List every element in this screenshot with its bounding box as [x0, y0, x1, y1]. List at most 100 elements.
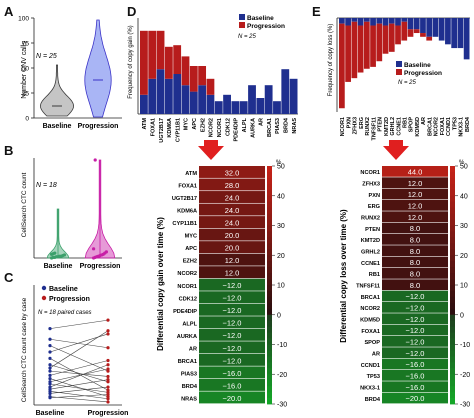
panel-d-bar-baseline	[198, 85, 207, 114]
panel-c-point-baseline	[48, 366, 52, 370]
panel-c-point-progression	[106, 318, 110, 322]
panel-d-heat-gene-label: AR	[189, 346, 197, 352]
panel-e-heat-scale-step	[450, 201, 455, 209]
panel-e-heat-scale-step	[450, 332, 455, 339]
panel-a-xlabel-progression: Progression	[78, 123, 119, 130]
panel-e-heat-scale-step	[450, 285, 455, 292]
panel-e-heat-gene-label: PXN	[368, 193, 380, 199]
panel-c-point-baseline	[48, 327, 52, 331]
panel-e-heat-gene-label: TP53	[367, 374, 380, 380]
panel-d-heat-gene-label: FOXA1	[178, 184, 197, 190]
panel-b-violin: CellSearch CTC count N = 18 Baseline Pro…	[21, 158, 122, 270]
panel-d-heat-cell	[199, 291, 265, 304]
panel-e-heat-scale-step	[450, 314, 455, 322]
panel-e-bar-progression	[345, 25, 351, 82]
panel-d-heat-value-label: 24.0	[225, 219, 240, 228]
panel-c-pair-line	[49, 368, 109, 383]
panel-c-n-label: N = 18 paired cases	[38, 310, 92, 316]
panel-d-heat-value-label: 12.0	[225, 269, 240, 278]
panel-e-heat-scale-step	[450, 374, 455, 381]
panel-e-heat-gene-label: NKX3-1	[360, 385, 380, 391]
panel-e-heat-cell	[382, 256, 448, 268]
panel-d-heat-gene-label: BRD4	[182, 384, 198, 390]
panel-d-heat-gene-label: ATM	[185, 171, 197, 177]
panel-d-heat-cell	[199, 203, 265, 216]
panel-c-xlabel-progression: Progression	[88, 410, 129, 417]
panel-d-heat-scale-tick-label: -20	[277, 372, 287, 379]
panel-e-legend-progression: Progression	[404, 70, 442, 77]
panel-e-xtick-label: NCOR1	[340, 117, 346, 136]
panel-e-heat-ylabel: Differential copy loss over time (%)	[339, 209, 348, 343]
panel-d-heat-cell	[199, 328, 265, 341]
panel-e-heat-value-label: 12.0	[408, 190, 423, 199]
panel-e-heat-scale-tick-label: -30	[460, 402, 470, 409]
panel-e-bar-baseline	[339, 18, 345, 24]
panel-e-bar-progression	[339, 23, 345, 109]
panel-d-xtick-label: ATM	[142, 118, 148, 130]
panel-d-bar-progression	[156, 30, 165, 70]
panel-e-heat-value-label: −12.0	[406, 349, 425, 358]
panel-e-heat-scale-step	[450, 225, 455, 232]
panel-d-heat-scale-step	[267, 285, 272, 292]
panel-d-heat-gene-label: PDE4DIP	[173, 309, 197, 315]
panel-e-xtick-label: CCNE1	[396, 117, 402, 136]
panel-d-heat-cell	[199, 353, 265, 366]
panel-c-point-progression	[106, 329, 110, 333]
panel-c-point-progression	[106, 385, 110, 389]
panel-d-heat-gene-label: MYC	[185, 234, 197, 240]
panel-c-legend-progression: Progression	[49, 296, 90, 303]
panel-d-heat-scale-step	[267, 255, 272, 262]
panel-d-heat-scale-step	[267, 183, 272, 191]
panel-d-heat-scale-step	[267, 249, 272, 256]
panel-d-ylabel: Frequency of copy gain (%)	[128, 25, 134, 98]
panel-e-heat-scale-step	[450, 326, 455, 333]
panel-c-point-baseline	[48, 373, 52, 377]
panel-e-bar-baseline	[376, 18, 383, 24]
panel-e-heat-value-label: 8.0	[410, 236, 420, 245]
panel-e-bar-baseline	[345, 18, 351, 26]
panel-d-heat-scale-step	[267, 290, 272, 298]
panel-c-pair-line	[49, 345, 109, 372]
panel-e-heat-scale-step	[450, 267, 455, 274]
panel-e-heat-gene-label: RB1	[369, 272, 380, 278]
panel-e-heat-value-label: 44.0	[408, 168, 423, 177]
panel-e-heat-scale-step	[450, 189, 455, 197]
panel-e-xtick-label: AR	[421, 117, 427, 125]
panel-b-ylabel: CellSearch CTC count	[21, 172, 28, 237]
panel-e-heat-cell	[382, 245, 448, 257]
panel-e-heat-scale-step	[450, 386, 455, 393]
panel-b-xlabel-baseline: Baseline	[44, 263, 73, 270]
panel-c-point-progression	[106, 395, 110, 399]
panel-e-heat-cell	[382, 200, 448, 211]
panel-d-heat-scale-step	[267, 201, 272, 209]
panel-d-heat-cell	[199, 341, 265, 354]
panel-c-point-baseline	[48, 395, 52, 399]
panel-e-heat-gene-label: RUNX2	[361, 215, 380, 221]
panel-c-pair-line	[49, 364, 109, 383]
panel-label-e: E	[312, 4, 321, 19]
panel-e-heat-gene-label: AR	[372, 351, 380, 357]
panel-d-bar-baseline	[206, 94, 215, 114]
panel-e-bar-progression	[382, 25, 389, 54]
panel-e-heat-scale-step	[450, 302, 455, 310]
panel-c-point-progression	[106, 363, 110, 367]
panel-d-heat-value-label: −12.0	[223, 356, 242, 365]
panel-c-pair-line	[49, 378, 109, 397]
panel-e-heat-gene-label: NCOR1	[360, 170, 380, 176]
panel-e-bar-progression	[395, 25, 401, 45]
panel-c-legend-baseline: Baseline	[49, 286, 78, 293]
panel-c-point-progression	[106, 346, 110, 350]
panel-d-heat-scale-step	[267, 362, 272, 369]
panel-e-heat-value-label: 8.0	[410, 270, 420, 279]
panel-d-heat-scale-step	[267, 308, 272, 316]
panel-d-heat-gene-label: CYP11B1	[172, 221, 197, 227]
panel-b-point	[92, 247, 96, 251]
panel-c-xlabel-baseline: Baseline	[36, 410, 65, 417]
panel-c-point-baseline	[48, 344, 52, 348]
panel-c-point-baseline	[48, 356, 52, 360]
panel-d-bar-baseline	[223, 94, 231, 114]
panel-e-heat-scale-step	[450, 398, 455, 405]
panel-c-point-baseline	[48, 350, 52, 354]
panel-d-heat-gene-label: ALPL	[182, 321, 197, 327]
panel-e-heat-scale-step	[450, 308, 455, 316]
